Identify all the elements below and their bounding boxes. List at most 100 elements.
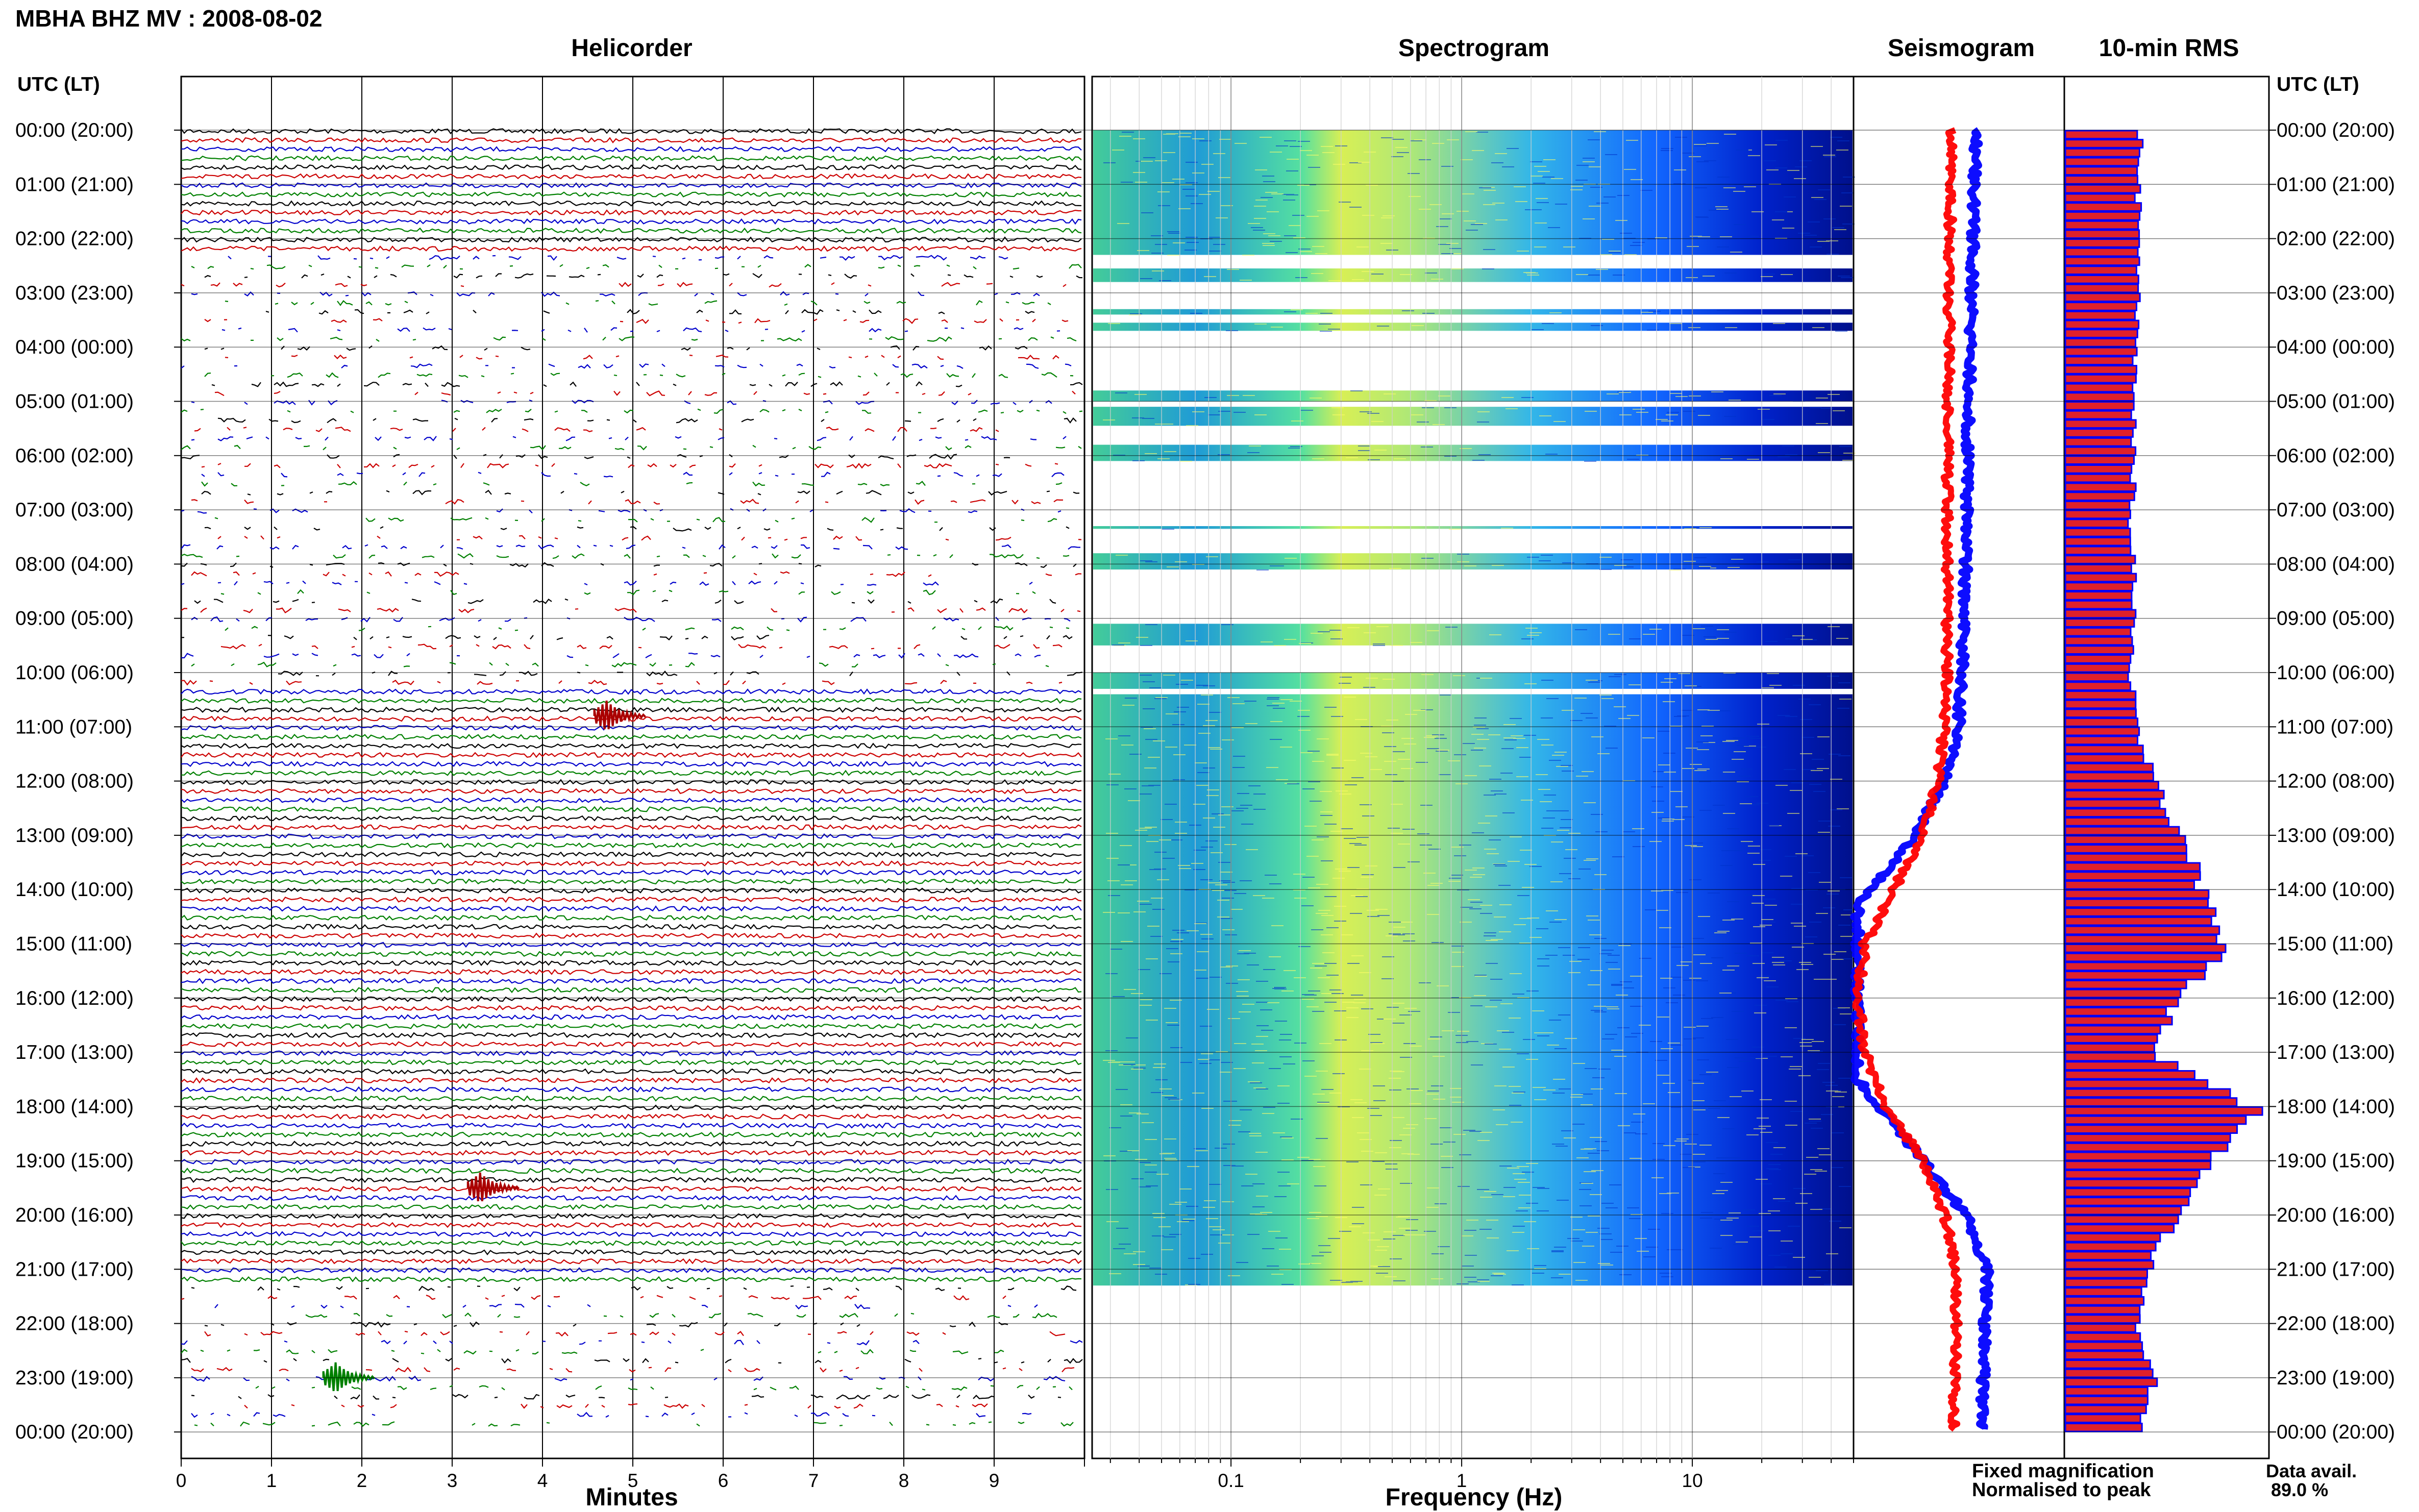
helicorder-trace [181, 1267, 1082, 1274]
spectrogram-speck [1165, 1097, 1177, 1098]
spectrogram-speck [1393, 927, 1405, 928]
row-label-left: 22:00 (18:00) [15, 1313, 134, 1335]
spectrogram-speck [1739, 776, 1751, 777]
spectrogram-speck [1267, 699, 1279, 700]
spectrogram-speck [1193, 869, 1205, 870]
spectrogram-speck [1769, 685, 1782, 686]
spectrogram-speck [1744, 186, 1756, 187]
spectrogram-speck [1753, 864, 1765, 865]
spectrogram-speck [1173, 779, 1185, 780]
spectrogram-speck [1355, 896, 1368, 897]
spectrogram-speck [1489, 634, 1501, 635]
spectrogram-speck [1330, 831, 1343, 832]
spectrogram-speck [1385, 774, 1397, 775]
spectrogram-speck [1801, 855, 1814, 856]
spectrogram-speck [1384, 393, 1396, 394]
spectrogram-speck [1692, 1083, 1704, 1084]
spectrogram-speck [1507, 1250, 1519, 1251]
rms-bar [2064, 563, 2132, 574]
spectrogram-speck [1832, 1132, 1844, 1133]
spectrogram-speck [1727, 965, 1739, 966]
spectrogram-speck [1326, 927, 1339, 928]
helicorder-trace [181, 236, 1082, 243]
spectrogram-block [1093, 390, 1853, 402]
rms-bar [2064, 1368, 2154, 1378]
spectrogram-speck [1373, 1085, 1385, 1086]
helicorder-trace [181, 146, 1082, 153]
spectrogram-speck [1620, 981, 1632, 982]
helicorder-trace [181, 905, 1082, 912]
spectrogram-speck [1230, 909, 1243, 910]
spectrogram-speck [1532, 329, 1544, 330]
spectrogram-speck [1209, 712, 1221, 713]
spectrogram-speck [1143, 708, 1155, 709]
spectrogram-speck [1795, 853, 1808, 854]
spectrogram-speck [1800, 719, 1812, 720]
spectrogram-title: Spectrogram [1398, 35, 1549, 62]
spectrogram-speck [1391, 156, 1403, 157]
spectrogram-speck [1601, 1203, 1614, 1204]
helicorder-trace [181, 752, 1082, 758]
spectrogram-speck [1347, 627, 1360, 628]
spectrogram-speck [1308, 887, 1320, 888]
spectrogram-speck [1611, 985, 1623, 986]
spectrogram-speck [1154, 852, 1167, 853]
spectrogram-speck [1403, 1234, 1416, 1235]
spectrogram-speck [1576, 274, 1588, 275]
spectrogram-speck [1715, 206, 1727, 207]
spectrogram-speck [1152, 1235, 1164, 1236]
spectrogram-speck [1672, 819, 1685, 820]
spectrogram-speck [1441, 166, 1453, 167]
spectrogram-speck [1468, 1281, 1480, 1282]
spectrogram-speck [1400, 1183, 1412, 1184]
spectrogram-speck [1363, 1232, 1375, 1233]
spectrogram-speck [1591, 325, 1603, 326]
spectrogram-speck [1773, 393, 1786, 394]
spectrogram-speck [1175, 822, 1187, 823]
spectrogram-speck [1267, 705, 1279, 706]
spectrogram-speck [1688, 327, 1700, 328]
spectrogram-speck [1766, 986, 1779, 987]
spectrogram-speck [1377, 326, 1389, 327]
spectrogram-speck [1649, 841, 1662, 842]
rms-bar [2064, 835, 2186, 845]
spectrogram-speck [1651, 1177, 1664, 1178]
spectrogram-speck [1159, 973, 1172, 974]
spectrogram-speck [1510, 718, 1522, 719]
helicorder-trace [181, 1068, 1082, 1075]
spectrogram-speck [1216, 1051, 1228, 1052]
spectrogram-speck [1112, 1061, 1124, 1062]
spectrogram-speck [1269, 883, 1281, 884]
spectrogram-speck [1298, 141, 1310, 142]
spectrogram-speck [1767, 673, 1779, 674]
spectrogram-speck [1811, 1128, 1823, 1129]
spectrogram-speck [1818, 1063, 1830, 1064]
row-label-left: 10:00 (06:00) [15, 662, 134, 684]
spectrogram-speck [1662, 819, 1674, 820]
spectrogram-speck [1823, 155, 1835, 156]
spectrogram-speck [1218, 411, 1230, 412]
spectrogram-speck [1184, 250, 1197, 251]
rms-bar [2064, 618, 2135, 628]
spectrogram-speck [1617, 195, 1630, 196]
spectrogram-speck [1819, 882, 1831, 883]
spectrogram-speck [1283, 970, 1296, 971]
spectrogram-speck [1480, 905, 1492, 906]
helicorder-tick-label: 1 [266, 1470, 277, 1491]
spectrogram-speck [1746, 1134, 1759, 1135]
spectrogram-speck [1346, 1161, 1359, 1162]
spectrogram-speck [1140, 675, 1152, 676]
spectrogram-speck [1552, 755, 1564, 756]
spectrogram-speck [1694, 145, 1707, 146]
rms-bar [2064, 609, 2137, 619]
spectrogram-speck [1772, 219, 1784, 220]
spectrogram-speck [1213, 1229, 1225, 1230]
spectrogram-speck [1543, 1089, 1556, 1090]
spectrogram-speck [1349, 207, 1362, 208]
spectrogram-speck [1275, 1021, 1287, 1022]
spectrogram-speck [1744, 895, 1757, 896]
spectrogram-speck [1106, 784, 1119, 785]
spectrogram-speck [1656, 910, 1668, 911]
spectrogram-speck [1210, 977, 1222, 978]
spectrogram-speck [1763, 274, 1775, 275]
